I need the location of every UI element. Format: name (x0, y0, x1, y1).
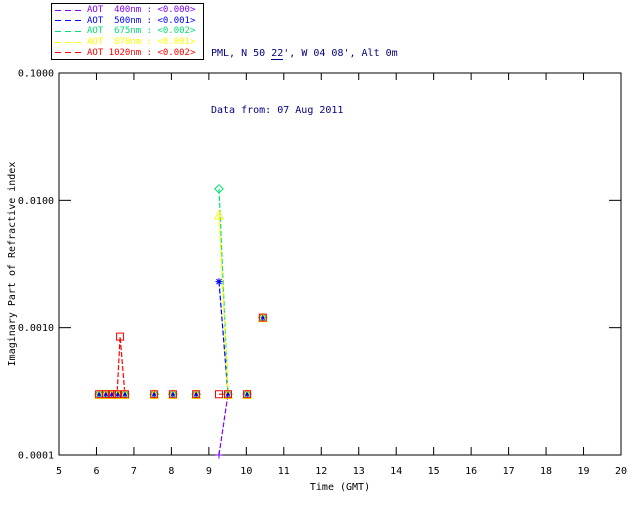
svg-text:16: 16 (465, 466, 477, 477)
svg-text:6: 6 (93, 466, 99, 477)
series-markers-aot-500nm (95, 278, 267, 398)
data-point-marker (114, 390, 122, 398)
data-point-marker (214, 183, 224, 194)
svg-text:12: 12 (315, 466, 327, 477)
legend-row-500nm: AOT 500nm : <0.001> (55, 16, 200, 26)
svg-text:15: 15 (428, 466, 440, 477)
data-point-marker (108, 390, 116, 398)
location-prefix: PML, N 50 (211, 48, 272, 59)
svg-text:0.1000: 0.1000 (18, 69, 54, 80)
data-point-marker (116, 332, 125, 341)
data-point-marker (223, 390, 232, 399)
series-markers-aot-1020nm (95, 313, 267, 399)
data-point-marker (94, 388, 105, 399)
data-date-line: Data from: 07 Aug 2011 (211, 105, 344, 116)
y-axis-tick-labels: 0.1000 0.0100 0.0010 0.0001 (18, 69, 54, 462)
data-point-marker (258, 313, 267, 322)
dashed-line-swatch-icon (55, 9, 82, 11)
data-point-marker (150, 390, 159, 399)
svg-text:0.0010: 0.0010 (18, 323, 54, 334)
legend-label: AOT 400nm : <0.000> (87, 5, 196, 16)
data-point-marker (119, 388, 130, 399)
data-point-marker (102, 390, 110, 398)
svg-text:11: 11 (278, 466, 290, 477)
svg-text:5: 5 (56, 466, 62, 477)
legend-label: AOT 500nm : <0.001> (87, 15, 196, 26)
data-point-marker (213, 209, 224, 220)
series-line-aot-500nm (99, 281, 229, 395)
data-point-marker (214, 390, 223, 399)
data-point-marker (222, 388, 233, 399)
data-point-marker (150, 390, 158, 398)
data-point-marker (215, 451, 223, 459)
svg-text:14: 14 (390, 466, 402, 477)
y-axis-title: Imaginary Part of Refractive index (7, 162, 18, 367)
x-axis-title: Time (GMT) (310, 482, 370, 493)
location-underlined: 22 (271, 48, 284, 60)
x-axis-tick-labels: 5 6 7 8 9 10 11 12 13 14 15 16 17 18 19 20 (56, 466, 627, 477)
dashed-line-swatch-icon (55, 52, 82, 54)
svg-text:13: 13 (353, 466, 365, 477)
data-point-marker (191, 388, 202, 399)
legend-row-400nm: AOT 400nm : <0.000> (55, 5, 200, 15)
series-markers-aot-400nm (95, 314, 267, 459)
svg-text:0.0001: 0.0001 (18, 451, 54, 462)
legend: AOT 400nm : <0.000> AOT 500nm : <0.001> … (51, 3, 204, 60)
legend-label: AOT 870nm : <0.001> (87, 37, 196, 48)
data-point-marker (243, 390, 252, 399)
data-point-marker (120, 390, 129, 399)
station-location-line: PML, N 50 22', W 04 08', Alt 0m (211, 44, 398, 63)
data-point-marker (224, 390, 232, 398)
series-markers-aot-675nm (94, 183, 268, 400)
data-point-marker (192, 390, 201, 399)
svg-text:7: 7 (131, 466, 137, 477)
legend-label: AOT 675nm : <0.002> (87, 26, 196, 37)
svg-text:20: 20 (615, 466, 627, 477)
series-line-aot-675nm (99, 188, 229, 395)
legend-row-675nm: AOT 675nm : <0.002> (55, 26, 200, 36)
series-markers-aot-870nm (94, 209, 268, 399)
svg-text:17: 17 (503, 466, 515, 477)
data-point-marker (169, 390, 177, 398)
plot-frame (58, 72, 622, 456)
data-point-marker (242, 388, 253, 399)
data-point-marker (243, 390, 251, 398)
svg-text:19: 19 (578, 466, 590, 477)
data-point-marker (168, 390, 177, 399)
legend-label: AOT 1020nm : <0.002> (87, 47, 196, 58)
dashed-line-swatch-icon (55, 20, 82, 22)
x-axis-ticks (58, 73, 622, 455)
data-point-marker (259, 314, 267, 322)
dashed-line-swatch-icon (55, 30, 82, 32)
legend-row-1020nm: AOT 1020nm : <0.002> (55, 48, 200, 58)
svg-text:10: 10 (240, 466, 252, 477)
svg-text:9: 9 (206, 466, 212, 477)
legend-row-870nm: AOT 870nm : <0.001> (55, 37, 200, 47)
series-line-aot-400nm (99, 393, 229, 456)
data-point-marker (215, 278, 223, 286)
data-point-marker (113, 390, 122, 399)
plot-header: PML, N 50 22', W 04 08', Alt 0m Data fro… (211, 6, 398, 158)
svg-text:8: 8 (168, 466, 174, 477)
dashed-line-swatch-icon (55, 41, 82, 43)
y-axis-ticks (59, 72, 621, 456)
data-point-marker (121, 390, 129, 398)
data-point-marker (149, 388, 160, 399)
location-suffix: ', W 04 08', Alt 0m (283, 48, 398, 59)
data-point-marker (167, 388, 178, 399)
data-point-marker (95, 390, 103, 398)
series-line-aot-1020nm (99, 336, 228, 395)
data-point-marker (192, 390, 200, 398)
data-point-marker (257, 312, 268, 323)
svg-text:0.0100: 0.0100 (18, 196, 54, 207)
svg-text:18: 18 (540, 466, 552, 477)
